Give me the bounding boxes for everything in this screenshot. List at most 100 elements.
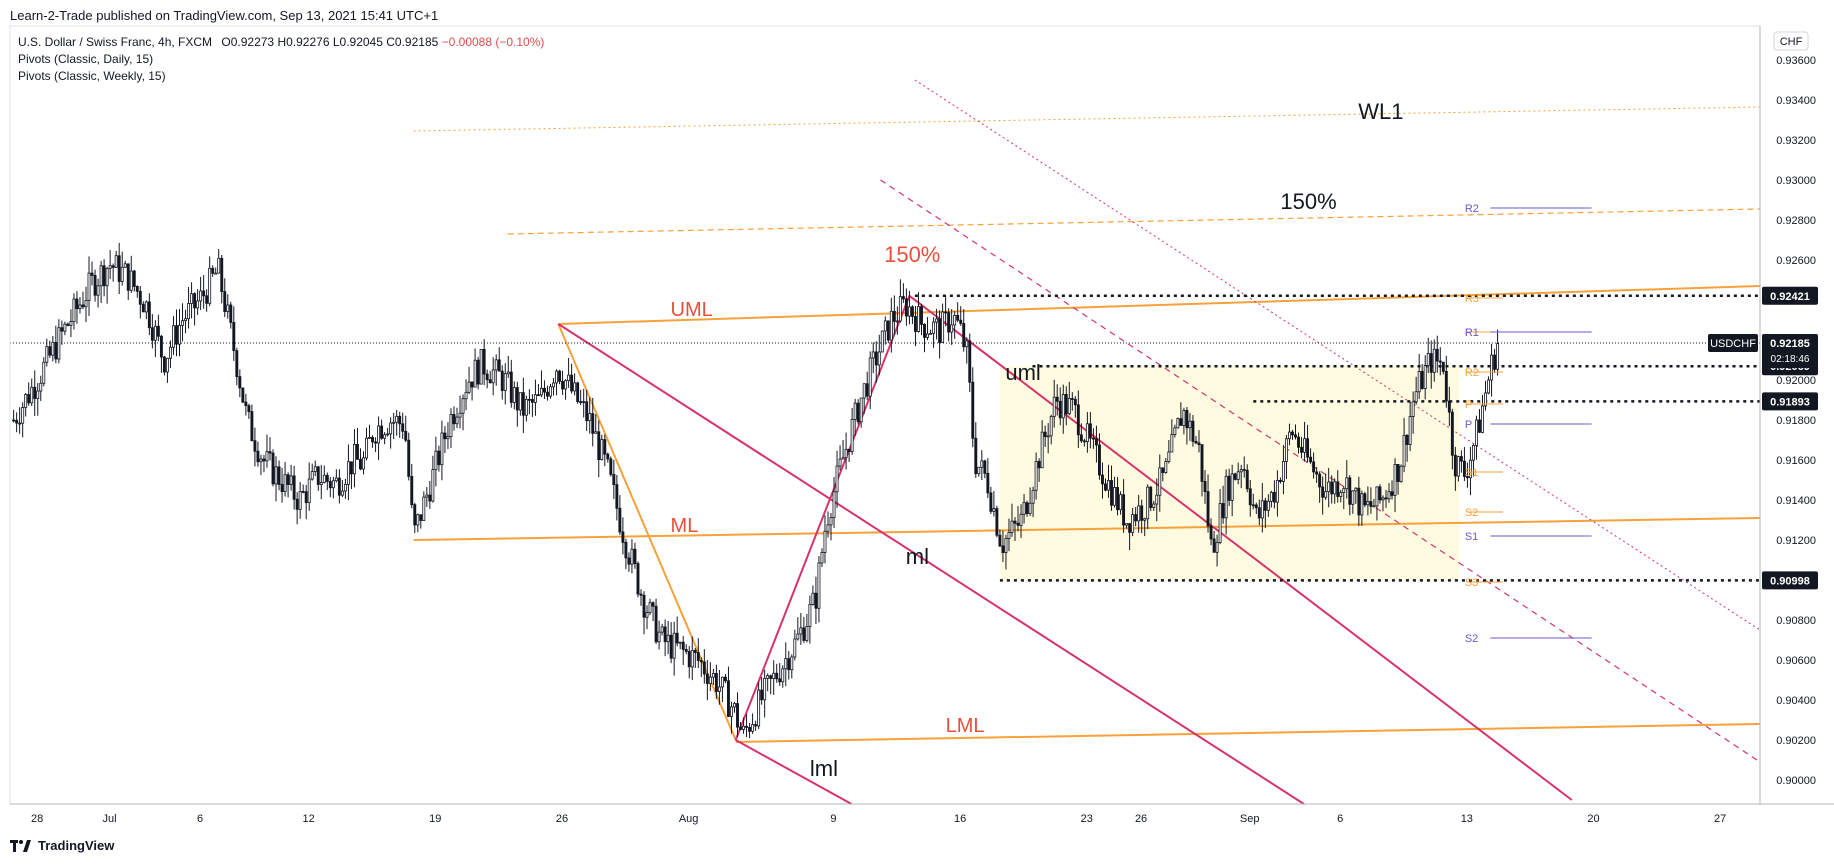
indicator-daily-pivots[interactable]: Pivots (Classic, Daily, 15) — [18, 52, 154, 66]
candle — [1475, 419, 1478, 446]
daily-pivot-r1-label: R1 — [1465, 327, 1479, 339]
candle — [1441, 361, 1445, 372]
candle — [895, 320, 899, 323]
candle — [1345, 477, 1349, 490]
candle — [512, 387, 516, 403]
candle — [392, 421, 396, 424]
candle — [15, 419, 19, 424]
candle — [51, 341, 55, 356]
candle — [524, 398, 528, 416]
annotation-wl1: WL1 — [1358, 99, 1403, 124]
candle — [766, 675, 770, 679]
candle — [898, 296, 902, 322]
candle — [120, 266, 124, 282]
candle — [301, 491, 305, 493]
candle — [829, 517, 833, 526]
candle — [630, 548, 634, 565]
candle — [162, 356, 166, 373]
candle — [473, 359, 477, 388]
candle — [1167, 451, 1171, 462]
candle — [1113, 487, 1116, 506]
candle — [748, 727, 752, 732]
candle — [926, 333, 929, 338]
candle — [1251, 504, 1255, 507]
candle — [96, 285, 100, 296]
candle — [461, 398, 465, 414]
candle — [1037, 461, 1041, 469]
candle — [539, 387, 543, 396]
candle — [1360, 493, 1364, 516]
candle — [1309, 456, 1313, 463]
candle — [874, 351, 878, 366]
candle — [989, 492, 993, 512]
candle — [910, 306, 914, 317]
candle — [1236, 471, 1240, 480]
x-tick-label: 12 — [302, 813, 314, 825]
indicator-weekly-pivots[interactable]: Pivots (Classic, Weekly, 15) — [18, 69, 166, 83]
candle — [612, 474, 616, 486]
candle — [1390, 491, 1394, 496]
trendline-layer — [10, 79, 1761, 805]
candle — [582, 401, 586, 404]
candle — [63, 323, 67, 332]
y-tick-label: 0.90600 — [1776, 655, 1816, 667]
candle — [1004, 538, 1008, 553]
y-tick-label: 0.91200 — [1776, 535, 1816, 547]
candle — [1435, 348, 1439, 362]
candle — [1484, 392, 1487, 407]
candle — [521, 392, 525, 416]
wl1-line — [413, 106, 1761, 132]
candle — [1468, 459, 1472, 479]
daily-pivot-r2-label: R2 — [1465, 367, 1479, 379]
candle — [802, 627, 806, 641]
candle — [1143, 518, 1147, 521]
candle — [877, 351, 881, 366]
candle — [609, 458, 613, 475]
candle — [950, 324, 954, 333]
candle — [132, 270, 136, 287]
x-tick-label: 19 — [429, 813, 441, 825]
candle — [141, 303, 145, 313]
candle — [464, 391, 468, 400]
candle — [844, 448, 848, 459]
candle — [880, 330, 884, 353]
candle — [1179, 418, 1183, 426]
candle — [268, 451, 272, 454]
candle — [573, 382, 577, 392]
candle — [1076, 404, 1080, 436]
candle — [944, 311, 948, 314]
candle — [1257, 507, 1261, 519]
candle — [998, 534, 1002, 547]
candle — [805, 626, 809, 641]
candle — [533, 394, 537, 403]
candle — [78, 304, 82, 310]
candle — [1333, 481, 1337, 495]
y-tick-label: 0.93400 — [1776, 95, 1816, 107]
symbol-title[interactable]: U.S. Dollar / Swiss Franc, 4h, FXCM — [18, 35, 213, 49]
candle — [1327, 481, 1331, 493]
candle — [506, 371, 510, 375]
candle — [295, 498, 299, 510]
candle — [479, 348, 483, 385]
orange-pitchfork-handle — [557, 323, 737, 741]
candle — [980, 460, 984, 468]
candle — [1348, 477, 1352, 505]
candle — [781, 668, 785, 683]
candle — [138, 290, 142, 305]
candle — [289, 475, 293, 486]
candle — [181, 320, 184, 326]
candle — [395, 415, 399, 423]
x-tick-label: 13 — [1461, 813, 1473, 825]
candle — [244, 401, 248, 407]
candle — [443, 432, 447, 440]
candle — [407, 439, 411, 477]
candle — [892, 310, 896, 322]
candle — [440, 432, 444, 466]
candle — [1315, 471, 1319, 475]
candle — [1079, 434, 1083, 442]
candle — [859, 397, 863, 423]
candle — [600, 439, 604, 460]
candle — [277, 466, 281, 485]
candle — [1173, 427, 1177, 435]
